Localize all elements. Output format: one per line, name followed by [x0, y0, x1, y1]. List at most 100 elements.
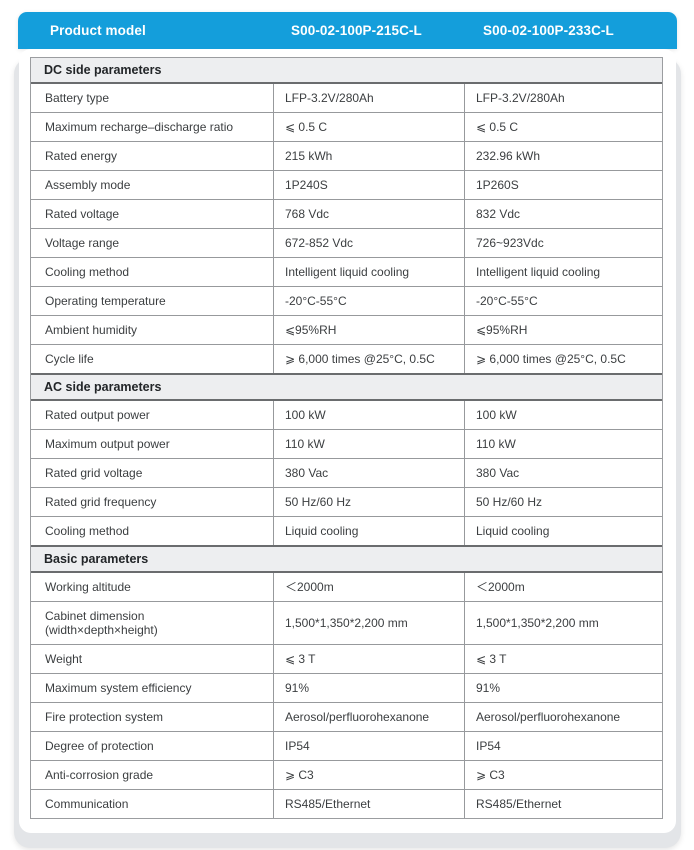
- param-value-model-a: LFP-3.2V/280Ah: [273, 84, 464, 112]
- table-row: Rated energy 215 kWh 232.96 kWh: [31, 142, 662, 171]
- param-label: Working altitude: [45, 580, 131, 594]
- param-label: Maximum recharge–discharge ratio: [45, 120, 234, 134]
- param-value-model-a: IP54: [273, 732, 464, 760]
- param-value-model-a: Intelligent liquid cooling: [273, 258, 464, 286]
- section-title: AC side parameters: [31, 373, 662, 401]
- param-value-model-b: ⩾ 6,000 times @25°C, 0.5C: [464, 345, 664, 373]
- param-label: Rated voltage: [45, 207, 120, 221]
- table-section: Basic parameters Working altitude ＜2000m…: [31, 545, 662, 818]
- section-title: DC side parameters: [31, 58, 662, 84]
- param-value-model-a: 91%: [273, 674, 464, 702]
- section-rows: Working altitude ＜2000m ＜2000m Cabinet d…: [31, 573, 662, 818]
- param-label: Fire protection system: [45, 710, 164, 724]
- header-model-b: S00-02-100P-233C-L: [483, 23, 614, 38]
- param-value-model-b: 100 kW: [464, 401, 664, 429]
- param-label: Assembly mode: [45, 178, 131, 192]
- table-row: Cooling method Intelligent liquid coolin…: [31, 258, 662, 287]
- table-row: Rated output power 100 kW 100 kW: [31, 401, 662, 430]
- param-value-model-a: 672-852 Vdc: [273, 229, 464, 257]
- param-value-model-b: 232.96 kWh: [464, 142, 664, 170]
- param-value-model-a: RS485/Ethernet: [273, 790, 464, 818]
- param-label: Weight: [45, 652, 83, 666]
- param-value-model-b: Liquid cooling: [464, 517, 664, 545]
- table-row: Fire protection system Aerosol/perfluoro…: [31, 703, 662, 732]
- table-row: Degree of protection IP54 IP54: [31, 732, 662, 761]
- param-label: Rated grid voltage: [45, 466, 143, 480]
- param-label: Ambient humidity: [45, 323, 138, 337]
- param-value-model-a: ⩾ 6,000 times @25°C, 0.5C: [273, 345, 464, 373]
- param-value-model-b: ⩽ 0.5 C: [464, 113, 664, 141]
- param-value-model-a: Aerosol/perfluorohexanone: [273, 703, 464, 731]
- header-product-model-label: Product model: [50, 23, 146, 38]
- spec-table: DC side parameters Battery type LFP-3.2V…: [30, 57, 663, 819]
- param-value-model-a: 50 Hz/60 Hz: [273, 488, 464, 516]
- table-row: Battery type LFP-3.2V/280Ah LFP-3.2V/280…: [31, 84, 662, 113]
- param-value-model-a: Liquid cooling: [273, 517, 464, 545]
- spec-card: DC side parameters Battery type LFP-3.2V…: [19, 49, 676, 833]
- param-value-model-b: 1,500*1,350*2,200 mm: [464, 602, 664, 644]
- param-value-model-b: ＜2000m: [464, 573, 664, 601]
- param-label: Rated grid frequency: [45, 495, 157, 509]
- param-label: Battery type: [45, 91, 110, 105]
- param-value-model-b: -20°C-55°C: [464, 287, 664, 315]
- table-row: Anti-corrosion grade ⩾ C3 ⩾ C3: [31, 761, 662, 790]
- table-section: DC side parameters Battery type LFP-3.2V…: [31, 58, 662, 373]
- table-row: Voltage range 672-852 Vdc 726~923Vdc: [31, 229, 662, 258]
- param-label: Rated energy: [45, 149, 118, 163]
- param-value-model-b: 726~923Vdc: [464, 229, 664, 257]
- param-value-model-b: LFP-3.2V/280Ah: [464, 84, 664, 112]
- table-row: Weight ⩽ 3 T ⩽ 3 T: [31, 645, 662, 674]
- table-row: Rated voltage 768 Vdc 832 Vdc: [31, 200, 662, 229]
- param-label: Voltage range: [45, 236, 120, 250]
- param-value-model-a: 1,500*1,350*2,200 mm: [273, 602, 464, 644]
- param-value-model-a: 100 kW: [273, 401, 464, 429]
- param-value-model-b: IP54: [464, 732, 664, 760]
- param-value-model-b: Intelligent liquid cooling: [464, 258, 664, 286]
- param-value-model-b: 91%: [464, 674, 664, 702]
- param-value-model-a: ＜2000m: [273, 573, 464, 601]
- param-value-model-a: 380 Vac: [273, 459, 464, 487]
- table-row: Rated grid voltage 380 Vac 380 Vac: [31, 459, 662, 488]
- param-label: Cooling method: [45, 524, 130, 538]
- table-row: Communication RS485/Ethernet RS485/Ether…: [31, 790, 662, 818]
- table-row: Cabinet dimension (width×depth×height) 1…: [31, 602, 662, 645]
- param-value-model-b: 832 Vdc: [464, 200, 664, 228]
- param-value-model-b: ⩽ 3 T: [464, 645, 664, 673]
- table-row: Ambient humidity ⩽95%RH ⩽95%RH: [31, 316, 662, 345]
- param-value-model-b: Aerosol/perfluorohexanone: [464, 703, 664, 731]
- param-value-model-a: 110 kW: [273, 430, 464, 458]
- param-value-model-b: RS485/Ethernet: [464, 790, 664, 818]
- table-row: Cooling method Liquid cooling Liquid coo…: [31, 517, 662, 545]
- table-row: Working altitude ＜2000m ＜2000m: [31, 573, 662, 602]
- param-label: Cycle life: [45, 352, 94, 366]
- table-row: Maximum system efficiency 91% 91%: [31, 674, 662, 703]
- product-model-header: Product model S00-02-100P-215C-L S00-02-…: [18, 12, 677, 49]
- param-value-model-b: 1P260S: [464, 171, 664, 199]
- table-row: Cycle life ⩾ 6,000 times @25°C, 0.5C ⩾ 6…: [31, 345, 662, 373]
- param-value-model-a: ⩽ 0.5 C: [273, 113, 464, 141]
- table-row: Operating temperature -20°C-55°C -20°C-5…: [31, 287, 662, 316]
- param-label: Cabinet dimension (width×depth×height): [45, 609, 158, 637]
- header-model-a: S00-02-100P-215C-L: [291, 23, 422, 38]
- param-value-model-b: ⩽95%RH: [464, 316, 664, 344]
- param-label: Communication: [45, 797, 129, 811]
- param-label: Maximum system efficiency: [45, 681, 192, 695]
- param-label: Degree of protection: [45, 739, 154, 753]
- param-value-model-b: 110 kW: [464, 430, 664, 458]
- param-value-model-b: 50 Hz/60 Hz: [464, 488, 664, 516]
- param-value-model-a: ⩾ C3: [273, 761, 464, 789]
- table-row: Rated grid frequency 50 Hz/60 Hz 50 Hz/6…: [31, 488, 662, 517]
- section-rows: Rated output power 100 kW 100 kW Maximum…: [31, 401, 662, 545]
- param-value-model-a: -20°C-55°C: [273, 287, 464, 315]
- param-value-model-a: ⩽95%RH: [273, 316, 464, 344]
- param-value-model-a: 768 Vdc: [273, 200, 464, 228]
- param-label: Rated output power: [45, 408, 150, 422]
- table-row: Maximum recharge–discharge ratio ⩽ 0.5 C…: [31, 113, 662, 142]
- param-label: Maximum output power: [45, 437, 170, 451]
- param-value-model-a: 215 kWh: [273, 142, 464, 170]
- param-value-model-a: 1P240S: [273, 171, 464, 199]
- param-label: Cooling method: [45, 265, 130, 279]
- table-row: Maximum output power 110 kW 110 kW: [31, 430, 662, 459]
- param-value-model-a: ⩽ 3 T: [273, 645, 464, 673]
